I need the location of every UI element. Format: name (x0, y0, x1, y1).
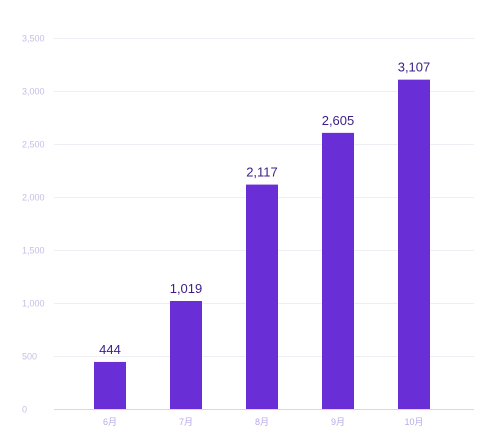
bar-value-label: 1,019 (170, 281, 203, 296)
y-tick-label: 0 (22, 405, 27, 415)
y-tick-label: 3,500 (22, 34, 45, 44)
bar-value-label: 444 (99, 342, 121, 357)
x-tick-label: 8月 (255, 417, 269, 427)
bar-value-label: 3,107 (398, 60, 431, 75)
x-axis-ticks: 6月 7月 8月 9月 10月 (103, 417, 424, 427)
y-tick-label: 500 (22, 352, 37, 362)
bars (94, 79, 430, 410)
x-tick-label: 10月 (404, 417, 423, 427)
bar-value-label: 2,605 (322, 113, 355, 128)
value-labels: 444 1,019 2,117 2,605 3,107 (99, 60, 430, 357)
y-tick-label: 1,000 (22, 299, 45, 309)
x-tick-label: 9月 (331, 417, 345, 427)
x-tick-label: 6月 (103, 417, 117, 427)
y-tick-label: 2,500 (22, 140, 45, 150)
x-tick-label: 7月 (179, 417, 193, 427)
bar-value-label: 2,117 (246, 165, 278, 180)
bar (246, 184, 278, 409)
bar (170, 300, 202, 409)
y-tick-label: 3,000 (22, 87, 45, 97)
y-tick-label: 2,000 (22, 193, 45, 203)
bar (94, 361, 126, 409)
y-axis-ticks: 0 500 1,000 1,500 2,000 2,500 3,000 3,500 (22, 34, 45, 415)
bar (322, 132, 354, 409)
y-tick-label: 1,500 (22, 246, 45, 256)
bar (398, 79, 430, 410)
